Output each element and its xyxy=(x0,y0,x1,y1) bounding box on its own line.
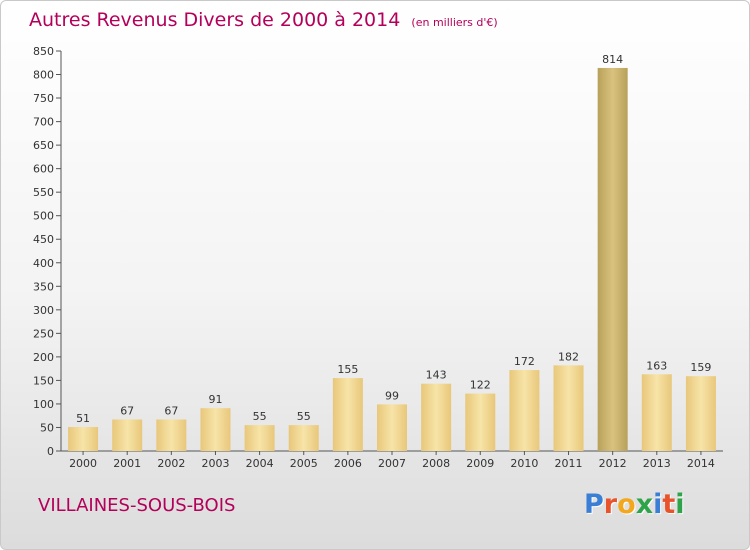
y-tick-label: 0 xyxy=(47,445,54,458)
x-tick-label-2011: 2011 xyxy=(555,457,583,470)
x-tick-label-2004: 2004 xyxy=(246,457,274,470)
value-label-2003: 91 xyxy=(208,393,222,406)
bar-2003 xyxy=(200,408,231,451)
bar-2014 xyxy=(685,376,716,451)
y-tick-label: 400 xyxy=(33,257,54,270)
bar-2010 xyxy=(509,370,540,451)
y-tick-label: 200 xyxy=(33,351,54,364)
proxiti-logo: Proxiti xyxy=(584,489,685,520)
bar-2001 xyxy=(112,419,143,451)
x-tick-label-2002: 2002 xyxy=(157,457,185,470)
y-tick-label: 350 xyxy=(33,280,54,293)
bar-2012 xyxy=(597,67,628,452)
value-label-2011: 182 xyxy=(558,350,579,363)
value-label-2000: 51 xyxy=(76,412,90,425)
value-label-2005: 55 xyxy=(297,410,311,423)
logo-letter: r xyxy=(603,489,618,520)
y-tick-label: 50 xyxy=(40,421,54,434)
bar-2006 xyxy=(332,378,363,451)
x-tick-label-2010: 2010 xyxy=(510,457,538,470)
bar-2011 xyxy=(553,365,584,451)
x-tick-label-2001: 2001 xyxy=(113,457,141,470)
y-tick-label: 650 xyxy=(33,139,54,152)
y-tick-label: 850 xyxy=(33,45,54,58)
value-label-2001: 67 xyxy=(120,404,134,417)
x-tick-label-2014: 2014 xyxy=(687,457,715,470)
y-tick-label: 300 xyxy=(33,304,54,317)
x-tick-label-2008: 2008 xyxy=(422,457,450,470)
y-tick-label: 750 xyxy=(33,92,54,105)
labels: 51 2000 67 2001 67 2002 91 2003 55 2004 55 2005 155 2… xyxy=(69,53,715,470)
y-tick-label: 450 xyxy=(33,233,54,246)
value-label-2002: 67 xyxy=(164,404,178,417)
y-tick-label: 250 xyxy=(33,327,54,340)
logo-letter: P xyxy=(584,489,604,520)
value-label-2010: 172 xyxy=(514,355,535,368)
bar-2004 xyxy=(244,425,275,451)
commune-name: VILLAINES-SOUS-BOIS xyxy=(38,495,236,516)
x-tick-label-2003: 2003 xyxy=(201,457,229,470)
bar-2007 xyxy=(377,404,407,451)
y-tick-label: 700 xyxy=(33,116,54,129)
x-tick-label-2005: 2005 xyxy=(290,457,318,470)
bar-2013 xyxy=(641,374,672,451)
x-tick-label-2013: 2013 xyxy=(643,457,671,470)
y-tick-label: 150 xyxy=(33,374,54,387)
bars xyxy=(68,67,716,452)
chart-title: Autres Revenus Divers de 2000 à 2014 (en… xyxy=(29,9,498,31)
logo-letter: i xyxy=(675,489,685,520)
logo-letter: i xyxy=(653,489,663,520)
x-tick-label-2007: 2007 xyxy=(378,457,406,470)
value-label-2009: 122 xyxy=(470,379,491,392)
x-tick-label-2000: 2000 xyxy=(69,457,97,470)
bar-2005 xyxy=(288,425,319,451)
bar-2008 xyxy=(421,383,452,451)
y-tick-label: 600 xyxy=(33,163,54,176)
value-label-2008: 143 xyxy=(426,369,447,382)
value-label-2007: 99 xyxy=(385,389,399,402)
bar-2009 xyxy=(465,393,496,451)
logo-letter: x xyxy=(635,489,654,520)
value-label-2014: 159 xyxy=(690,361,711,374)
x-tick-label-2006: 2006 xyxy=(334,457,362,470)
title-text: Autres Revenus Divers de 2000 à 2014 xyxy=(29,9,401,31)
logo-letter: t xyxy=(662,489,676,520)
y-tick-label: 100 xyxy=(33,398,54,411)
y-tick-label: 800 xyxy=(33,69,54,82)
y-tick-label: 500 xyxy=(33,210,54,223)
value-label-2006: 155 xyxy=(337,363,358,376)
bar-2000 xyxy=(68,427,99,451)
title-unit: (en milliers d'€) xyxy=(411,16,498,29)
value-label-2012: 814 xyxy=(602,53,623,66)
y-tick-label: 550 xyxy=(33,186,54,199)
x-tick-label-2012: 2012 xyxy=(599,457,627,470)
bar-2002 xyxy=(156,419,187,451)
logo-letter: o xyxy=(617,489,636,520)
x-tick-label-2009: 2009 xyxy=(466,457,494,470)
value-label-2004: 55 xyxy=(253,410,267,423)
value-label-2013: 163 xyxy=(646,359,667,372)
